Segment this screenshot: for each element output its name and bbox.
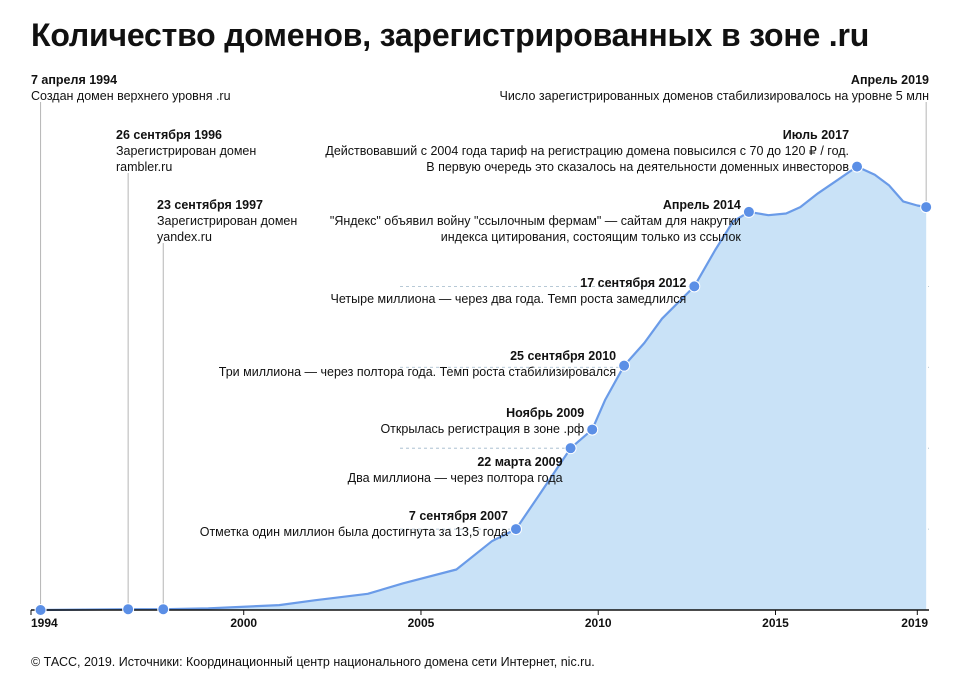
event-date-label: 7 апреля 1994: [31, 73, 117, 87]
event-description: rambler.ru: [116, 160, 172, 174]
source-footnote: © ТАСС, 2019. Источники: Координационный…: [31, 655, 595, 669]
event-description: Зарегистрирован домен: [116, 144, 256, 158]
event-point: [688, 280, 701, 293]
event-date-label: 17 сентября 2012: [580, 276, 686, 290]
x-tick-label: 2019: [901, 616, 928, 630]
event-point: [618, 359, 631, 372]
event-point: [586, 423, 599, 436]
series-area-fill: [40, 166, 927, 610]
event-point: [851, 160, 864, 173]
x-tick-label: 2000: [230, 616, 257, 630]
event-description: Действовавший с 2004 года тариф на регис…: [325, 144, 849, 158]
event-date-label: 7 сентября 2007: [409, 509, 508, 523]
event-date-label: Июль 2017: [783, 128, 849, 142]
x-tick-label: 2015: [762, 616, 789, 630]
event-point: [122, 603, 135, 616]
event-description: индекса цитирования, состоящим только из…: [441, 230, 742, 244]
event-description: Два миллиона — через полтора года: [348, 471, 563, 485]
event-description: Четыре миллиона — через два года. Темп р…: [331, 292, 687, 306]
event-point: [34, 604, 47, 616]
event-description: yandex.ru: [157, 230, 212, 244]
event-date-label: 25 сентября 2010: [510, 349, 616, 363]
x-tick-label: 2005: [408, 616, 435, 630]
event-point: [920, 201, 933, 214]
event-description: Открылась регистрация в зоне .рф: [380, 422, 584, 436]
event-description: Три миллиона — через полтора года. Темп …: [219, 365, 616, 379]
event-date-label: Апрель 2014: [663, 198, 741, 212]
event-date-label: 23 сентября 1997: [157, 198, 263, 212]
x-tick-label: 1994: [31, 616, 58, 630]
event-date-label: Ноябрь 2009: [506, 406, 584, 420]
event-date-label: Апрель 2019: [851, 73, 929, 87]
x-tick-label: 2010: [585, 616, 612, 630]
event-date-label: 26 сентября 1996: [116, 128, 222, 142]
event-point: [509, 523, 522, 536]
event-description: В первую очередь это сказалось на деятел…: [426, 160, 849, 174]
event-date-label: 22 марта 2009: [477, 455, 562, 469]
event-description: Число зарегистрированных доменов стабили…: [499, 89, 929, 103]
event-description: "Яндекс" объявил войну "ссылочным фермам…: [330, 214, 741, 228]
event-description: Создан домен верхнего уровня .ru: [31, 89, 231, 103]
series-line: [40, 165, 927, 612]
event-description: Отметка один миллион была достигнута за …: [200, 525, 508, 539]
event-point: [564, 442, 577, 455]
event-point: [742, 205, 755, 218]
event-description: Зарегистрирован домен: [157, 214, 297, 228]
chart-title: Количество доменов, зарегистрированных в…: [31, 17, 870, 53]
event-point: [157, 603, 170, 616]
